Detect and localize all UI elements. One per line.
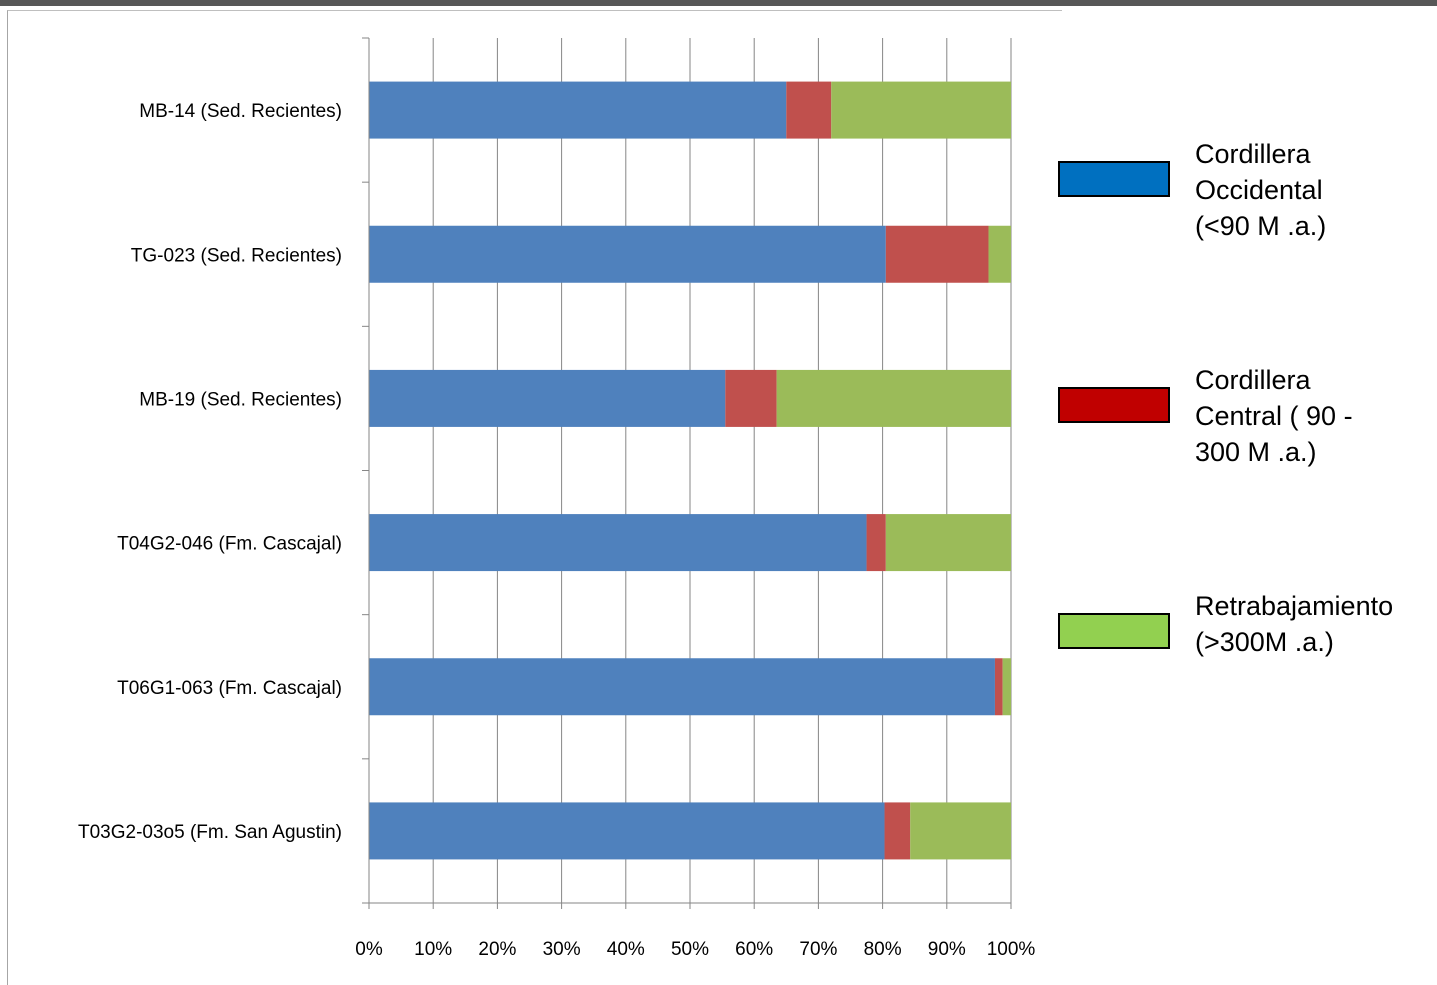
axes: [362, 37, 1012, 909]
x-tick-label: 0%: [355, 939, 383, 960]
legend-swatch-occidental: [1058, 161, 1170, 197]
x-tick-label: 40%: [607, 939, 645, 960]
legend-label-occidental: Cordillera Occidental (<90 M .a.): [1195, 139, 1327, 241]
x-tick-label: 30%: [543, 939, 581, 960]
bar-segment-2: [884, 802, 911, 860]
category-label: MB-14 (Sed. Recientes): [139, 101, 342, 122]
bar-segment-1: [369, 802, 885, 860]
gridlines: [432, 38, 1012, 903]
bar-segment-3: [885, 514, 1011, 572]
bar-segment-2: [885, 225, 989, 283]
legend-swatch-central: [1058, 387, 1170, 423]
x-tick-label: 80%: [864, 939, 902, 960]
top-border: [0, 0, 1437, 6]
bar-segment-1: [369, 225, 886, 283]
chart-frame: [7, 10, 1062, 985]
x-tick-label: 10%: [414, 939, 452, 960]
category-label: MB-19 (Sed. Recientes): [139, 389, 342, 410]
bar-segment-2: [786, 81, 832, 139]
x-tick-label: 20%: [478, 939, 516, 960]
bar-segment-1: [369, 81, 787, 139]
category-label: T03G2-03o5 (Fm. San Agustin): [78, 822, 342, 843]
bar-segment-3: [776, 369, 1011, 427]
category-label: T04G2-046 (Fm. Cascajal): [117, 534, 342, 555]
bar-segment-3: [988, 225, 1011, 283]
bar-segment-1: [369, 369, 726, 427]
bar-segment-3: [910, 802, 1011, 860]
x-tick-label: 60%: [735, 939, 773, 960]
x-tick-label: 100%: [987, 939, 1036, 960]
bar-segment-1: [369, 514, 867, 572]
x-tick-label: 90%: [928, 939, 966, 960]
x-tick-label: 50%: [671, 939, 709, 960]
x-tick-label: 70%: [799, 939, 837, 960]
bar-segment-3: [1002, 658, 1011, 716]
bar-segment-1: [369, 658, 995, 716]
labels: 0% 10% 20% 30% 40% 50% 60% 70% 80% 90% 100% MB-14 (…: [78, 101, 1035, 960]
legend-label-central: Cordillera Central ( 90 - 300 M .a.): [1195, 365, 1353, 467]
bar-segment-2: [725, 369, 777, 427]
bars: [369, 81, 1011, 860]
bar-segment-2: [994, 658, 1003, 716]
bar-segment-3: [831, 81, 1011, 139]
category-label: TG-023 (Sed. Recientes): [131, 245, 342, 266]
legend-swatch-retrabajamiento: [1058, 613, 1170, 649]
category-label: T06G1-063 (Fm. Cascajal): [117, 678, 342, 699]
bar-segment-2: [866, 514, 886, 572]
legend-label-retrabajamiento: Retrabajamiento (>300M .a.): [1195, 591, 1394, 657]
